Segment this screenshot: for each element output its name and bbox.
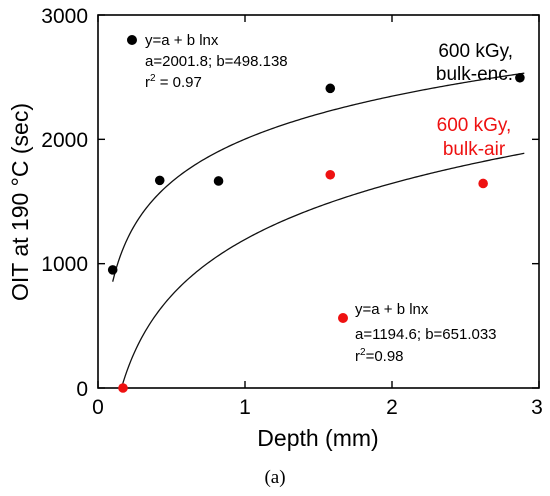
fit-curves xyxy=(112,72,525,388)
x-axis-tick-labels: 0 1 2 3 xyxy=(92,396,543,419)
red-series-label-line-1: 600 kGy, xyxy=(437,115,512,136)
x-tick-label-3: 3 xyxy=(531,396,543,419)
black-equation-line-2: a=2001.8; b=498.138 xyxy=(145,53,288,70)
data-point-series-1-4 xyxy=(325,83,336,94)
red-equation-r2: r2=0.98 xyxy=(355,347,404,365)
data-point-series-2-1 xyxy=(118,383,128,393)
x-axis-ticks xyxy=(97,15,540,388)
fit-curve-series-1 xyxy=(112,72,525,282)
x-tick-label-2: 2 xyxy=(386,396,398,419)
black-r2-superscript: 2 xyxy=(150,73,156,84)
red-equation-line-1: y=a + b lnx xyxy=(355,301,429,318)
black-equation-line-1: y=a + b lnx xyxy=(145,32,219,49)
red-series-label-line-2: bulk-air xyxy=(443,139,506,160)
black-r2-value: = 0.97 xyxy=(156,74,202,91)
figure-panel-label: (a) xyxy=(264,467,285,488)
y-tick-label-1000: 1000 xyxy=(41,253,88,276)
x-tick-label-0: 0 xyxy=(92,396,104,419)
y-tick-label-3000: 3000 xyxy=(41,5,88,28)
x-tick-label-1: 1 xyxy=(239,396,251,419)
black-series-label-line-2: bulk-enc. xyxy=(436,64,513,85)
black-legend-marker xyxy=(127,35,137,45)
y-axis-ticks xyxy=(98,14,539,389)
red-legend-marker xyxy=(338,313,348,323)
black-r2-prefix: r xyxy=(145,74,150,91)
y-tick-label-2000: 2000 xyxy=(41,129,88,152)
black-equation-r2: r2 = 0.97 xyxy=(145,73,202,91)
black-series-annotation: y=a + b lnx a=2001.8; b=498.138 r2 = 0.9… xyxy=(127,32,513,91)
y-axis-tick-labels: 0 1000 2000 3000 xyxy=(41,5,88,401)
data-point-series-1-3 xyxy=(213,176,224,186)
red-equation-line-2: a=1194.6; b=651.033 xyxy=(355,326,497,343)
y-tick-label-0: 0 xyxy=(76,378,88,401)
data-point-series-1-1 xyxy=(107,265,118,275)
data-point-series-2-2 xyxy=(325,169,336,180)
plot-area-border xyxy=(97,14,540,389)
data-point-series-2-3 xyxy=(478,178,488,189)
plot-frame xyxy=(97,14,540,389)
x-axis-title: Depth (mm) xyxy=(257,425,378,451)
red-series-annotation: 600 kGy, bulk-air y=a + b lnx a=1194.6; … xyxy=(338,115,511,365)
fit-curve-series-2 xyxy=(120,152,525,388)
data-point-series-1-5 xyxy=(515,72,525,83)
red-r2-value: =0.98 xyxy=(366,348,404,365)
data-point-series-1-2 xyxy=(154,175,165,186)
data-points xyxy=(107,72,525,393)
red-r2-prefix: r xyxy=(355,348,360,365)
black-series-label-line-1: 600 kGy, xyxy=(438,41,513,62)
y-axis-title: OIT at 190 °C (sec) xyxy=(7,103,33,301)
red-r2-superscript: 2 xyxy=(360,347,366,358)
